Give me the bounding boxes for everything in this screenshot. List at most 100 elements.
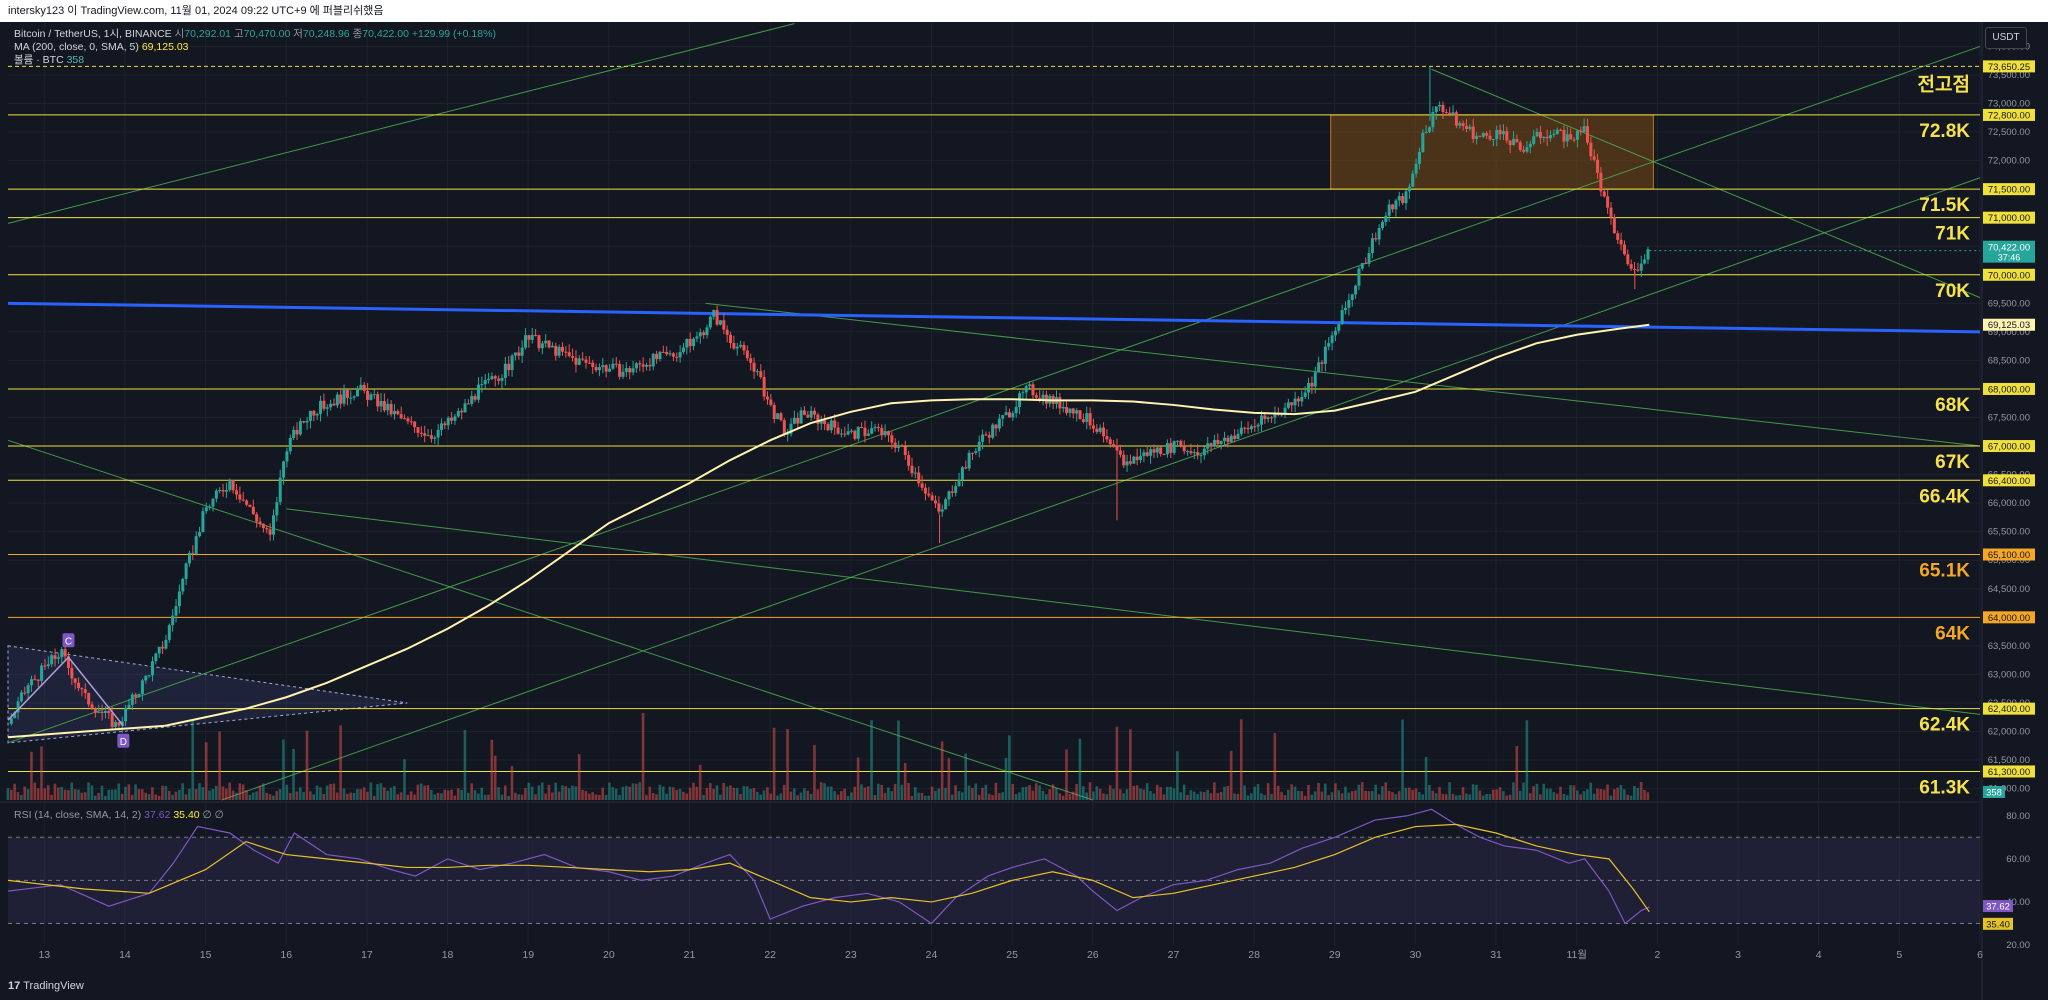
candle-body xyxy=(130,694,134,705)
rsi-axis-tick: 40.00 xyxy=(2006,897,2030,908)
candle-body xyxy=(97,711,101,713)
candle-body xyxy=(308,410,312,421)
candle-body xyxy=(1475,135,1479,140)
level-price-tag[interactable] xyxy=(1983,183,2035,196)
candle-body xyxy=(319,400,323,414)
volume-bar xyxy=(1592,793,1596,800)
level-price-tag[interactable] xyxy=(1983,108,2035,121)
candle-body xyxy=(429,435,433,439)
level-price-tag[interactable] xyxy=(1983,548,2035,561)
volume-bar xyxy=(93,795,97,800)
level-price-tag[interactable] xyxy=(1983,440,2035,453)
ma-label[interactable]: MA (200, close, 0, SMA, 5) xyxy=(14,41,139,53)
volume-bar xyxy=(198,783,201,800)
price-chart[interactable]: C D 전고점 72.8K 71.5K 71K 70K 68K 67K 66.4K 65.1K 64K… xyxy=(0,22,2048,1000)
green-trendline[interactable] xyxy=(221,177,1981,801)
candle-body xyxy=(1155,447,1159,453)
logo-text: TradingView xyxy=(23,980,84,992)
level-price-tag[interactable] xyxy=(1983,382,2035,395)
candle-body xyxy=(174,606,178,616)
level-price-tag[interactable] xyxy=(1983,474,2035,487)
candle-body xyxy=(56,657,60,659)
supply-zone[interactable] xyxy=(1330,114,1654,190)
volume-bar xyxy=(574,786,578,800)
volume-bar xyxy=(1045,794,1048,800)
candle-body xyxy=(1582,126,1586,133)
volume-bar xyxy=(1263,795,1267,800)
volume-bar xyxy=(1633,785,1636,800)
rsi-label[interactable]: RSI (14, close, SMA, 14, 2) xyxy=(14,809,142,821)
candle-body xyxy=(1424,131,1428,133)
candle-body xyxy=(991,424,995,438)
candle-body xyxy=(1636,269,1640,271)
volume-bar xyxy=(961,792,964,800)
pattern-legs[interactable] xyxy=(7,656,124,727)
volume-bar xyxy=(87,782,90,800)
candle-body xyxy=(715,310,719,325)
candle-body xyxy=(90,704,94,709)
volume-bar xyxy=(1226,785,1230,800)
level-price-tag-text: 73,650.25 xyxy=(1988,62,2030,73)
candle-body xyxy=(298,421,302,435)
candle-body xyxy=(332,403,336,406)
volume-bar xyxy=(329,783,332,800)
green-trendline[interactable] xyxy=(7,45,1981,744)
candle-body xyxy=(910,465,914,474)
green-trendline[interactable] xyxy=(1431,68,1981,299)
triangle-pattern[interactable] xyxy=(7,645,408,744)
ma200-line[interactable] xyxy=(7,323,1650,739)
pattern-point-marker[interactable] xyxy=(117,733,130,748)
low-label: 저 xyxy=(293,28,303,40)
candle-body xyxy=(137,694,141,697)
volume-bar xyxy=(1179,792,1183,800)
candle-body xyxy=(1233,435,1237,439)
pattern-point-marker[interactable] xyxy=(62,633,75,648)
candle-body xyxy=(480,384,484,386)
candle-body xyxy=(513,352,517,356)
volume-bar xyxy=(1313,791,1317,800)
symbol-title[interactable]: Bitcoin / TetherUS, 1시, BINANCE xyxy=(14,28,172,40)
candle-body xyxy=(681,347,685,352)
current-price-tag[interactable] xyxy=(1983,240,2035,263)
candle-body xyxy=(241,499,245,501)
volume-bar xyxy=(104,795,107,800)
candle-body xyxy=(1646,249,1650,260)
level-price-tag[interactable] xyxy=(1983,211,2035,224)
pattern-point-label: C xyxy=(65,636,72,647)
volume-bar xyxy=(366,791,369,800)
candle-body xyxy=(194,536,198,554)
volume-bar xyxy=(873,795,877,800)
green-trendline[interactable] xyxy=(7,439,1093,801)
currency-button[interactable]: USDT xyxy=(1985,27,2027,49)
blue-trendline[interactable] xyxy=(7,301,1981,334)
candle-body xyxy=(352,396,356,398)
volume-label[interactable]: 볼륨 · BTC xyxy=(14,54,64,66)
candle-body xyxy=(655,353,659,360)
volume-bar xyxy=(70,782,74,800)
volume-bar xyxy=(228,782,231,800)
level-price-tag[interactable] xyxy=(1983,60,2035,73)
tradingview-logo[interactable]: 17 TradingView xyxy=(8,980,84,992)
level-price-tag[interactable] xyxy=(1983,765,2035,778)
volume-bar xyxy=(77,789,80,800)
green-trendline[interactable] xyxy=(7,23,795,224)
candle-body xyxy=(735,346,739,349)
rsi-sma-line[interactable] xyxy=(7,823,1650,913)
rsi-line[interactable] xyxy=(7,808,1650,925)
time-axis-tick: 18 xyxy=(442,949,454,961)
level-price-tag[interactable] xyxy=(1983,268,2035,281)
volume-bar xyxy=(1135,785,1139,800)
volume-bar xyxy=(1213,782,1216,800)
level-price-tag[interactable] xyxy=(1983,702,2035,715)
candle-body xyxy=(947,491,951,500)
volume-bar xyxy=(819,782,823,800)
candle-body xyxy=(1458,123,1462,126)
candle-body xyxy=(144,675,148,681)
green-trendline[interactable] xyxy=(705,302,1981,447)
green-trendline[interactable] xyxy=(286,508,1981,715)
level-price-tag[interactable] xyxy=(1983,611,2035,624)
volume-bar xyxy=(1229,750,1233,800)
candle-body xyxy=(524,335,528,348)
volume-bar xyxy=(470,783,473,800)
candle-body xyxy=(564,351,568,353)
